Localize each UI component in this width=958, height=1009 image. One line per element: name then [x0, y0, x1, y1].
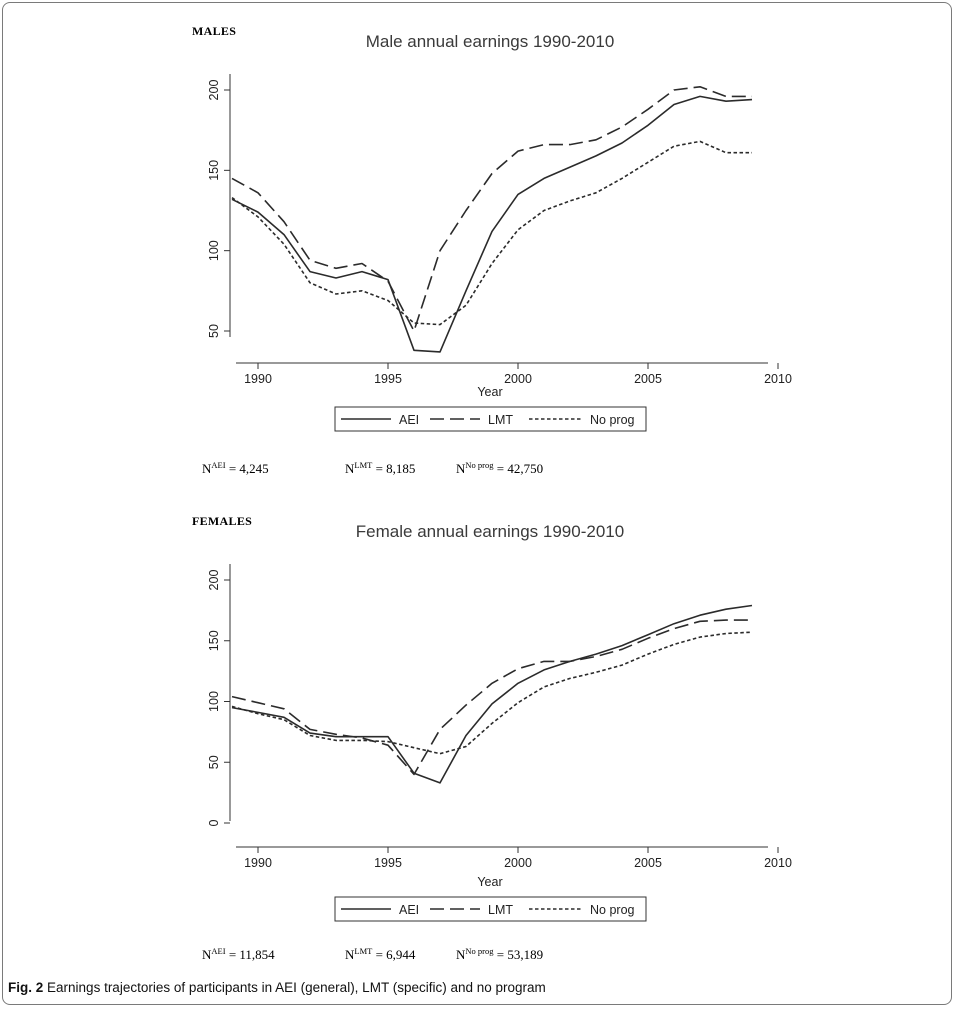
x-tick-label: 2005 — [634, 372, 662, 386]
series-line-lmt — [231, 86, 752, 332]
x-tick-label: 1995 — [374, 372, 402, 386]
x-tick-label: 1990 — [244, 372, 272, 386]
y-tick-label: 100 — [207, 240, 221, 261]
female-earnings-chart: Female annual earnings 1990-2010 0 50 100 1… — [207, 522, 792, 922]
legend: AEI LMT No prog — [334, 896, 647, 922]
n-count-no-prog: NNo prog = 53,189 — [456, 946, 544, 962]
legend-label: AEI — [399, 903, 419, 917]
x-axis-label: Year — [477, 875, 502, 889]
y-tick-label: 0 — [207, 819, 221, 826]
x-tick-label: 2005 — [634, 856, 662, 870]
series-line-lmt — [231, 619, 752, 776]
series-line-no-prog — [231, 140, 752, 326]
legend-label: LMT — [488, 413, 513, 427]
series-line-aei — [231, 95, 753, 353]
legend-label: No prog — [590, 903, 635, 917]
male-earnings-chart: Male annual earnings 1990-2010 50 100 150 2… — [207, 32, 792, 432]
n-count-no-prog: NNo prog = 42,750 — [456, 460, 544, 476]
legend-label: LMT — [488, 903, 513, 917]
section-label-males: MALES — [192, 24, 237, 38]
y-tick-label: 50 — [207, 324, 221, 338]
figure-caption: Fig. 2 Earnings trajectories of particip… — [8, 980, 546, 995]
series-line-no-prog — [231, 631, 753, 755]
plot-area: 50 100 150 200 1990 1995 2000 2005 2010 — [207, 74, 792, 386]
x-tick-label: 1995 — [374, 856, 402, 870]
x-tick-label: 1990 — [244, 856, 272, 870]
x-axis-label: Year — [477, 385, 502, 399]
y-tick-label: 150 — [207, 630, 221, 651]
y-tick-label: 150 — [207, 160, 221, 181]
y-tick-label: 50 — [207, 755, 221, 769]
x-tick-label: 2000 — [504, 372, 532, 386]
n-count-aei: NAEI = 4,245 — [202, 460, 269, 476]
x-tick-label: 2010 — [764, 372, 792, 386]
n-count-lmt: NLMT = 8,185 — [345, 460, 416, 476]
n-count-aei: NAEI = 11,854 — [202, 946, 275, 962]
section-label-females: FEMALES — [192, 514, 253, 528]
chart-title: Male annual earnings 1990-2010 — [366, 32, 615, 51]
n-count-lmt: NLMT = 6,944 — [345, 946, 416, 962]
x-tick-label: 2000 — [504, 856, 532, 870]
legend-label: AEI — [399, 413, 419, 427]
plot-area: 0 50 100 150 200 1990 1995 2000 2005 2010 — [207, 564, 792, 870]
legend-label: No prog — [590, 413, 635, 427]
y-tick-label: 100 — [207, 691, 221, 712]
caption-text: Earnings trajectories of participants in… — [47, 980, 546, 995]
figure-label: Fig. 2 — [8, 980, 44, 995]
x-tick-label: 2010 — [764, 856, 792, 870]
y-tick-label: 200 — [207, 80, 221, 101]
series-line-aei — [231, 604, 753, 784]
chart-title: Female annual earnings 1990-2010 — [356, 522, 624, 541]
y-tick-label: 200 — [207, 570, 221, 591]
legend: AEI LMT No prog — [334, 406, 647, 432]
